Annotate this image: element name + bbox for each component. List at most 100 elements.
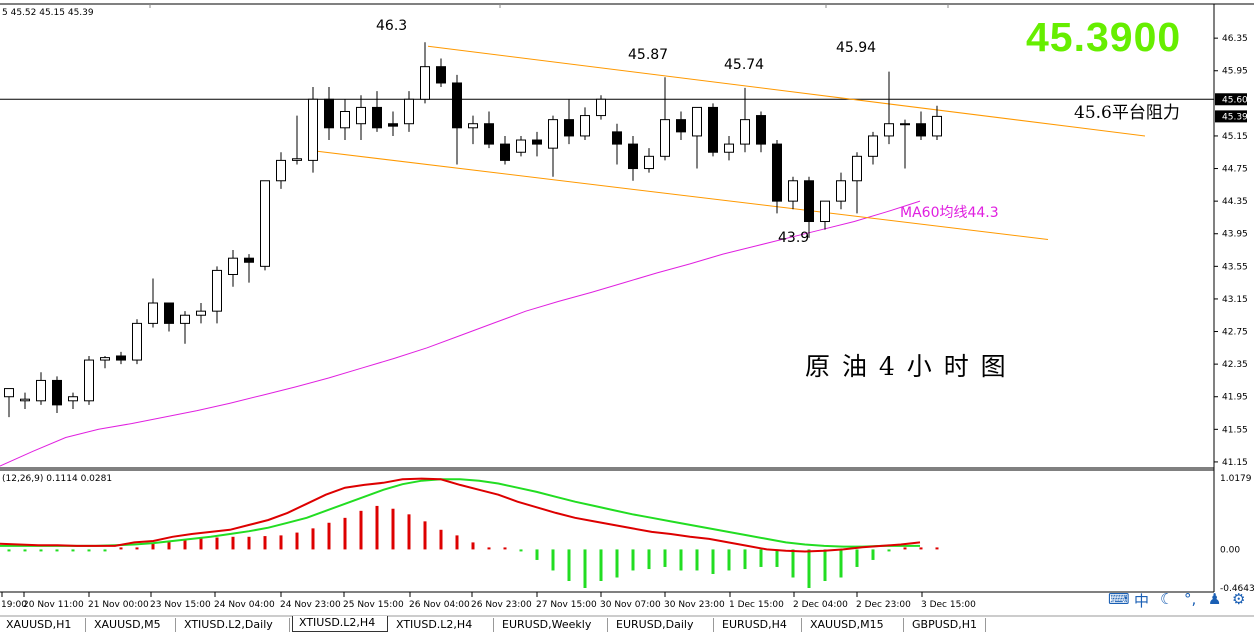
candle [564, 99, 574, 145]
user-icon[interactable]: ♟ [1208, 590, 1222, 608]
price-tick-label: 43.95 [1222, 230, 1248, 240]
candle [820, 200, 830, 230]
tab-eurusd-h4[interactable]: EURUSD,H4 [716, 618, 802, 632]
candle [836, 172, 846, 210]
candle-body [580, 115, 590, 137]
candle-body [4, 388, 14, 398]
candle-body [484, 123, 494, 145]
candle-body [68, 396, 78, 402]
candle [420, 42, 430, 104]
candle [212, 266, 222, 324]
price-tick-label: 44.35 [1222, 197, 1248, 207]
macd-axis-label: 1.0179 [1220, 474, 1252, 484]
candle [4, 388, 14, 418]
tab-xtiusd-l2-daily[interactable]: XTIUSD.L2,Daily [178, 618, 290, 632]
channel-lower-line [311, 150, 1049, 240]
punctuation-icon[interactable]: °, [1184, 590, 1197, 608]
candle-body [116, 355, 126, 361]
candle-body [788, 180, 798, 202]
tab-gbpusd-h1[interactable]: GBPUSD,H1 [906, 618, 986, 632]
candle-body [244, 257, 254, 263]
price-tick-label: 46.35 [1222, 34, 1248, 44]
price-tick-label: 43.15 [1222, 295, 1248, 305]
candle-body [212, 269, 222, 312]
macd-main-line [0, 477, 921, 553]
tab-xtiusd-l2-h4[interactable]: XTIUSD.L2,H4 [292, 616, 388, 632]
price-tick-label: 41.95 [1222, 393, 1248, 403]
candle [676, 111, 686, 141]
tab-xauusd-m15[interactable]: XAUUSD,M15 [804, 618, 904, 632]
candle-body [548, 119, 558, 149]
annotation-high-45-74: 45.74 [724, 57, 765, 73]
chinese-input-icon[interactable]: 中 [1134, 592, 1150, 610]
axis-layer: 46.35 45.95 45.60 45.39 45.15 44.75 44.35 43.95… [1, 34, 1254, 610]
candle-body [404, 98, 414, 125]
candle [932, 105, 942, 141]
candle-body [292, 158, 302, 161]
candle-body [468, 123, 478, 129]
time-tick-label: 26 Nov 23:00 [471, 600, 532, 610]
candle-body [692, 106, 702, 137]
candle [36, 372, 46, 405]
grid-and-borders [0, 3, 1254, 617]
chart-title: 原 油 4 小 时 图 [805, 352, 1008, 381]
candle-body [308, 98, 318, 161]
candle [52, 376, 62, 414]
candle-body [804, 180, 814, 223]
candle [356, 95, 366, 141]
time-tick-label: 2 Dec 23:00 [856, 600, 911, 610]
candle-body [452, 82, 462, 129]
candle-body [84, 359, 94, 402]
ma60-label: MA60均线44.3 [900, 205, 999, 221]
candle-body [372, 106, 382, 129]
candle [164, 302, 174, 332]
settings-icon[interactable]: ⚙ [1232, 590, 1246, 608]
candle [180, 311, 190, 344]
candle-body [516, 139, 526, 153]
big-price-display: 45.3900 [1026, 14, 1182, 60]
moon-icon[interactable]: ☾ [1160, 590, 1174, 608]
channel-layer [311, 45, 1146, 240]
candle [404, 91, 414, 132]
candle [788, 176, 798, 210]
candle-body [756, 115, 766, 145]
time-tick-label: 19:00 [1, 600, 27, 610]
candle [580, 107, 590, 141]
price-last-box [1215, 110, 1247, 123]
tab-eurusd-weekly[interactable]: EURUSD,Weekly [496, 618, 608, 632]
candle-body [100, 357, 110, 361]
time-tick-label: 3 Dec 15:00 [921, 600, 976, 610]
time-tick-label: 2 Dec 04:00 [793, 600, 848, 610]
macd-signal-line [0, 478, 920, 548]
candle [644, 148, 654, 173]
candle [244, 254, 254, 283]
resistance-label: 45.6平台阻力 [1074, 103, 1180, 123]
annotation-high-45-87: 45.87 [628, 47, 669, 63]
tab-xtiusd-l2-h4[interactable]: XTIUSD.L2,H4 [390, 618, 494, 632]
candle [324, 87, 334, 141]
macd-layer [0, 477, 939, 589]
candle [292, 115, 302, 165]
price-current-box [1215, 93, 1247, 106]
price-tick-label: 45.95 [1222, 67, 1248, 77]
candle [276, 152, 286, 189]
candle-body [164, 302, 174, 324]
tab-xauusd-h1[interactable]: XAUUSD,H1 [0, 618, 86, 632]
candle [756, 111, 766, 153]
candle-body [340, 110, 350, 129]
candle-body [740, 119, 750, 145]
candle [868, 131, 878, 165]
time-tick-label: 30 Nov 23:00 [664, 600, 725, 610]
keyboard-icon[interactable]: ⌨ [1108, 590, 1130, 608]
candle [132, 319, 142, 365]
price-tick-label: 43.55 [1222, 262, 1248, 272]
candle-body [196, 310, 206, 316]
candle [916, 111, 926, 141]
tab-eurusd-daily[interactable]: EURUSD,Daily [610, 618, 714, 632]
tab-xauusd-m5[interactable]: XAUUSD,M5 [88, 618, 176, 632]
candle-body [932, 115, 942, 137]
time-tick-label: 21 Nov 00:00 [88, 600, 149, 610]
candle [500, 135, 510, 165]
price-tick-label: 44.75 [1222, 165, 1248, 175]
